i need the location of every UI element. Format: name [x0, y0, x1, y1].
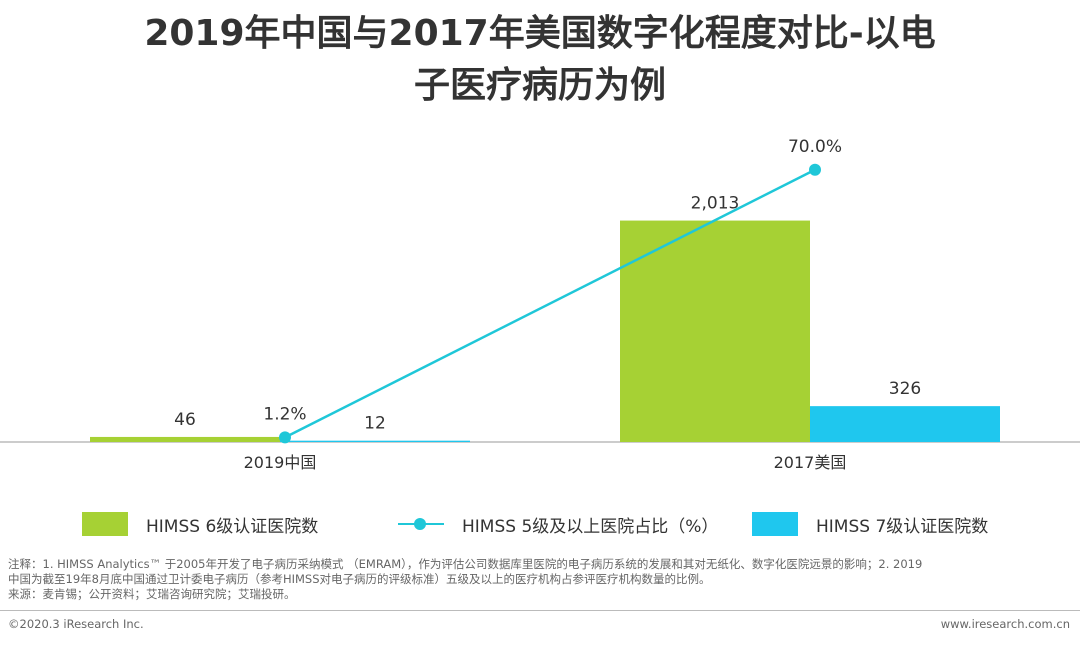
- chart-legend: HIMSS 6级认证医院数 HIMSS 5级及以上医院占比（%） HIMSS 7…: [0, 506, 1080, 542]
- x-tick-label-1: 2017美国: [774, 453, 847, 472]
- chart-title: 2019年中国与2017年美国数字化程度对比-以电 子医疗病历为例: [0, 8, 1080, 112]
- website-url: www.iresearch.com.cn: [940, 617, 1070, 631]
- bar-level7-0: [280, 440, 470, 442]
- legend-swatch-bar6: [82, 512, 128, 536]
- line-data-label-0: 1.2%: [263, 404, 306, 424]
- note-line-1: 注释：1. HIMSS Analytics™ 于2005年开发了电子病历采纳模式…: [8, 557, 923, 571]
- legend-item-bar7: HIMSS 7级认证医院数: [752, 506, 988, 542]
- line-data-label-1: 70.0%: [788, 137, 842, 157]
- note-line-2: 中国为截至19年8月底中国通过卫计委电子病历（参考HIMSS对电子病历的评级标准…: [8, 572, 711, 586]
- source-line: 来源：麦肯锡；公开资料；艾瑞咨询研究院；艾瑞投研。: [8, 587, 296, 601]
- chart-notes: 注释：1. HIMSS Analytics™ 于2005年开发了电子病历采纳模式…: [8, 557, 1072, 602]
- legend-item-line5: HIMSS 5级及以上医院占比（%）: [398, 506, 718, 542]
- line-point-0: [279, 431, 291, 444]
- data-label-level6-0: 46: [174, 410, 196, 430]
- line-level5-ratio: [284, 168, 816, 439]
- data-label-level6-1: 2,013: [691, 194, 740, 214]
- copyright: ©2020.3 iResearch Inc.: [8, 617, 144, 631]
- chart-area: 46 2,013 12 326 2019中国 2017美国 1.2% 70.0%: [0, 137, 1080, 472]
- line-point-1: [809, 163, 821, 176]
- title-line-2: 子医疗病历为例: [413, 65, 666, 106]
- legend-label-bar7: HIMSS 7级认证医院数: [816, 516, 989, 537]
- data-label-level7-1: 326: [889, 379, 921, 399]
- legend-swatch-bar7: [752, 512, 798, 536]
- legend-swatch-line5: [398, 512, 444, 536]
- legend-item-bar6: HIMSS 6级认证医院数: [82, 506, 318, 542]
- bar-level7-1: [810, 406, 1000, 442]
- x-tick-label-0: 2019中国: [244, 453, 317, 472]
- bar-level6-1: [620, 220, 810, 442]
- data-label-level7-0: 12: [364, 414, 386, 434]
- legend-label-bar6: HIMSS 6级认证医院数: [146, 516, 319, 537]
- title-line-1: 2019年中国与2017年美国数字化程度对比-以电: [144, 13, 936, 54]
- footer-divider: [0, 610, 1080, 611]
- legend-label-line5: HIMSS 5级及以上医院占比（%）: [462, 516, 719, 537]
- bar-level6-0: [90, 436, 280, 442]
